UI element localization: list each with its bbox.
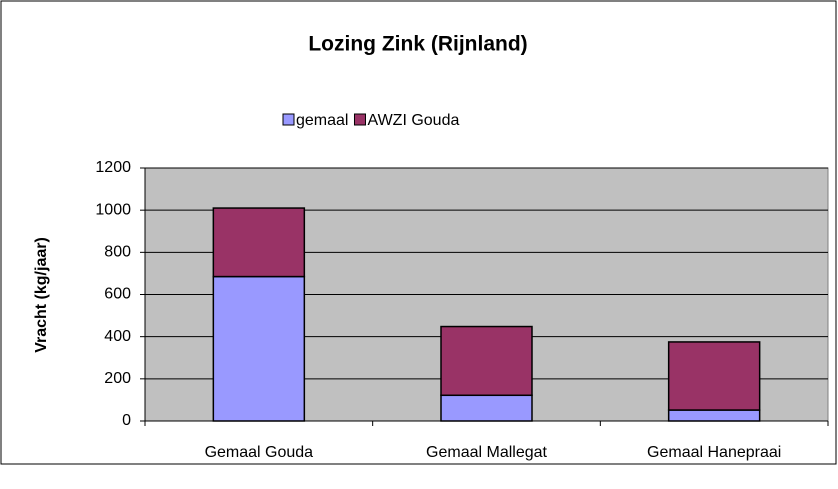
y-tick-label: 800: [104, 244, 131, 261]
y-axis-label: Vracht (kg/jaar): [33, 237, 50, 353]
x-tick-label: Gemaal Gouda: [205, 444, 314, 461]
legend-swatch: [282, 113, 295, 126]
legend-swatch: [353, 113, 366, 126]
y-tick-label: 1000: [95, 201, 131, 218]
x-tick-label: Gemaal Mallegat: [426, 444, 548, 461]
y-tick-label: 1200: [95, 159, 131, 176]
bar-segment: [667, 341, 761, 411]
chart-title: Lozing Zink (Rijnland): [308, 33, 527, 56]
legend-label: gemaal: [296, 112, 348, 129]
legend-label: AWZI Gouda: [367, 112, 459, 129]
bar-segment: [440, 394, 533, 422]
bar-segment: [667, 409, 761, 422]
y-tick-label: 400: [104, 328, 131, 345]
y-tick-label: 600: [104, 286, 131, 303]
bar-segment: [212, 275, 306, 422]
y-tick-label: 200: [104, 370, 131, 387]
bar-segment: [212, 207, 306, 278]
y-tick-label: 0: [122, 412, 131, 429]
bar-segment: [440, 325, 533, 397]
x-tick-label: Gemaal Hanepraai: [647, 444, 781, 461]
